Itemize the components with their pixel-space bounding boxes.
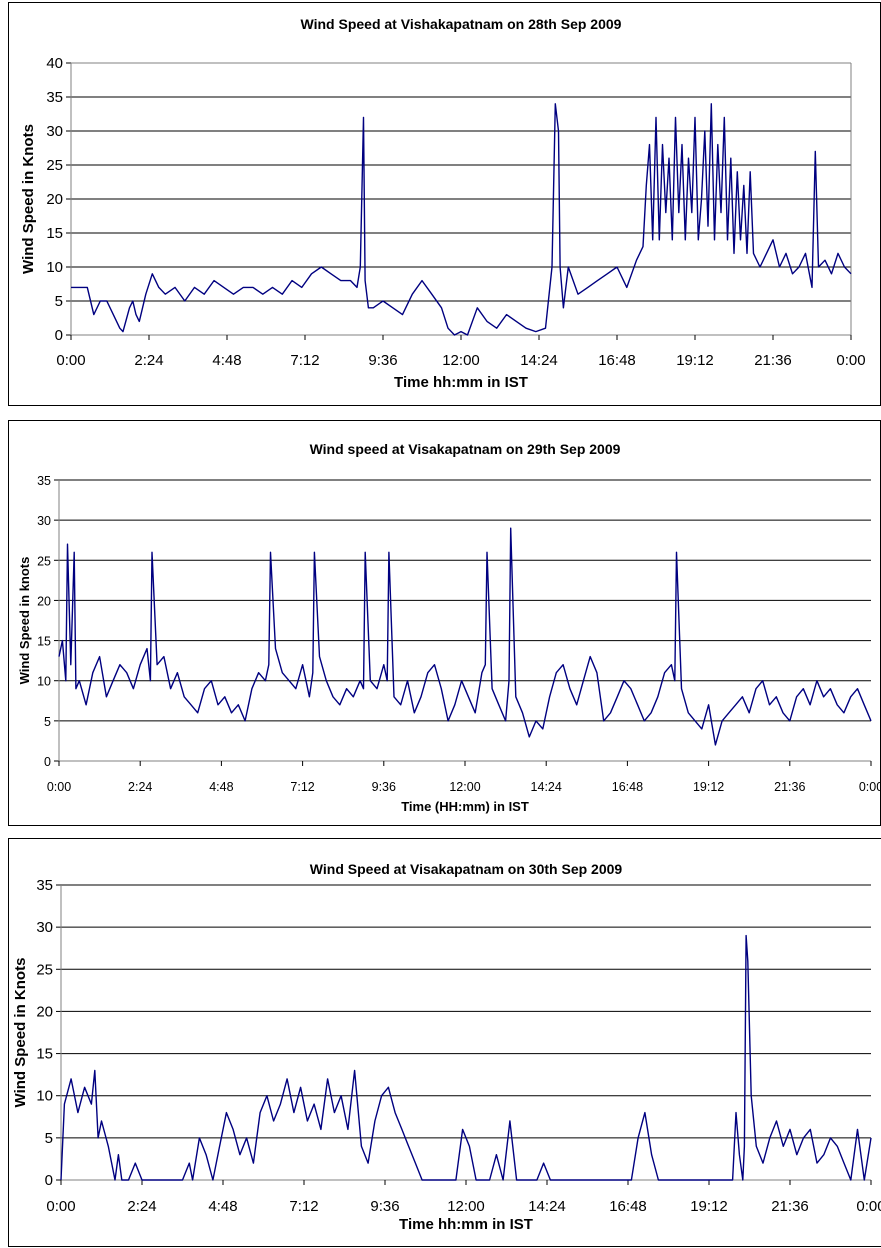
- chart-panel-30-sep: Wind Speed at Visakapatnam on 30th Sep 2…: [8, 838, 881, 1247]
- x-tick-label: 2:24: [134, 352, 163, 369]
- x-tick-label: 4:48: [208, 1198, 237, 1215]
- y-tick-label: 25: [46, 157, 63, 174]
- y-axis-label: Wind Speed in knots: [17, 557, 32, 685]
- chart-29-sep: Wind speed at Visakapatnam on 29th Sep 2…: [17, 441, 881, 814]
- x-tick-label: 12:00: [447, 1198, 485, 1215]
- x-tick-label: 16:48: [598, 352, 636, 369]
- x-tick-label: 0:00: [856, 1198, 881, 1215]
- y-tick-label: 15: [46, 225, 63, 242]
- y-tick-label: 5: [55, 293, 63, 310]
- x-tick-label: 16:48: [612, 780, 643, 794]
- y-tick-label: 15: [36, 1046, 53, 1063]
- chart-title: Wind speed at Visakapatnam on 29th Sep 2…: [310, 441, 621, 457]
- chart-panel-29-sep: Wind speed at Visakapatnam on 29th Sep 2…: [8, 420, 881, 826]
- x-axis-label: Time (HH:mm) in IST: [401, 799, 529, 814]
- y-tick-label: 25: [36, 961, 53, 978]
- y-tick-label: 20: [46, 191, 63, 208]
- wind-speed-series-line: [60, 934, 872, 1181]
- x-tick-label: 21:36: [774, 780, 805, 794]
- x-tick-label: 9:36: [370, 1198, 399, 1215]
- x-tick-label: 0:00: [836, 352, 865, 369]
- x-tick-label: 0:00: [47, 780, 71, 794]
- y-tick-label: 15: [37, 635, 51, 649]
- y-tick-label: 0: [55, 327, 63, 344]
- x-tick-label: 21:36: [754, 352, 792, 369]
- x-tick-label: 14:24: [531, 780, 562, 794]
- y-tick-label: 40: [46, 55, 63, 72]
- x-tick-label: 0:00: [56, 352, 85, 369]
- y-tick-label: 35: [46, 89, 63, 106]
- y-tick-label: 10: [46, 259, 63, 276]
- y-tick-label: 0: [45, 1172, 53, 1189]
- x-tick-label: 9:36: [368, 352, 397, 369]
- x-tick-label: 2:24: [128, 780, 152, 794]
- x-tick-label: 19:12: [690, 1198, 728, 1215]
- y-tick-label: 35: [36, 877, 53, 894]
- x-tick-label: 12:00: [449, 780, 480, 794]
- x-tick-label: 16:48: [609, 1198, 647, 1215]
- chart-28-sep: Wind Speed at Vishakapatnam on 28th Sep …: [20, 16, 866, 391]
- y-tick-label: 20: [36, 1003, 53, 1020]
- x-tick-label: 7:12: [289, 1198, 318, 1215]
- x-axis-label: Time hh:mm in IST: [399, 1216, 533, 1233]
- chart-30-sep: Wind Speed at Visakapatnam on 30th Sep 2…: [12, 861, 881, 1233]
- y-tick-label: 5: [45, 1130, 53, 1147]
- y-tick-label: 5: [44, 715, 51, 729]
- chart-title: Wind Speed at Visakapatnam on 30th Sep 2…: [310, 861, 623, 877]
- y-tick-label: 30: [37, 514, 51, 528]
- chart-title: Wind Speed at Vishakapatnam on 28th Sep …: [301, 16, 622, 32]
- x-tick-label: 4:48: [209, 780, 233, 794]
- y-tick-label: 25: [37, 554, 51, 568]
- y-tick-label: 10: [37, 675, 51, 689]
- chart-panel-28-sep: Wind Speed at Vishakapatnam on 28th Sep …: [8, 2, 881, 406]
- x-axis-label: Time hh:mm in IST: [394, 374, 528, 391]
- y-tick-label: 0: [44, 755, 51, 769]
- x-tick-label: 12:00: [442, 352, 480, 369]
- x-tick-label: 4:48: [212, 352, 241, 369]
- y-tick-label: 20: [37, 594, 51, 608]
- y-axis-label: Wind Speed in Knots: [20, 124, 37, 274]
- x-tick-label: 0:00: [46, 1198, 75, 1215]
- y-tick-label: 35: [37, 474, 51, 488]
- x-tick-label: 21:36: [771, 1198, 809, 1215]
- wind-speed-series-line: [58, 527, 872, 746]
- x-tick-label: 14:24: [520, 352, 558, 369]
- x-tick-label: 14:24: [528, 1198, 566, 1215]
- x-tick-label: 7:12: [290, 780, 314, 794]
- x-tick-label: 7:12: [290, 352, 319, 369]
- y-tick-label: 30: [46, 123, 63, 140]
- x-tick-label: 0:00: [859, 780, 881, 794]
- x-tick-label: 9:36: [372, 780, 396, 794]
- x-tick-label: 19:12: [693, 780, 724, 794]
- y-tick-label: 10: [36, 1088, 53, 1105]
- y-axis-label: Wind Speed in Knots: [12, 958, 29, 1108]
- wind-speed-series-line: [71, 103, 852, 336]
- x-tick-label: 19:12: [676, 352, 714, 369]
- y-tick-label: 30: [36, 919, 53, 936]
- x-tick-label: 2:24: [127, 1198, 156, 1215]
